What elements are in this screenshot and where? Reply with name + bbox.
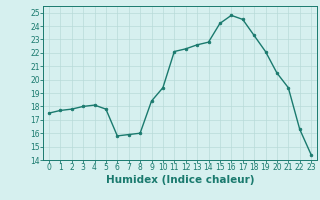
X-axis label: Humidex (Indice chaleur): Humidex (Indice chaleur): [106, 175, 254, 185]
